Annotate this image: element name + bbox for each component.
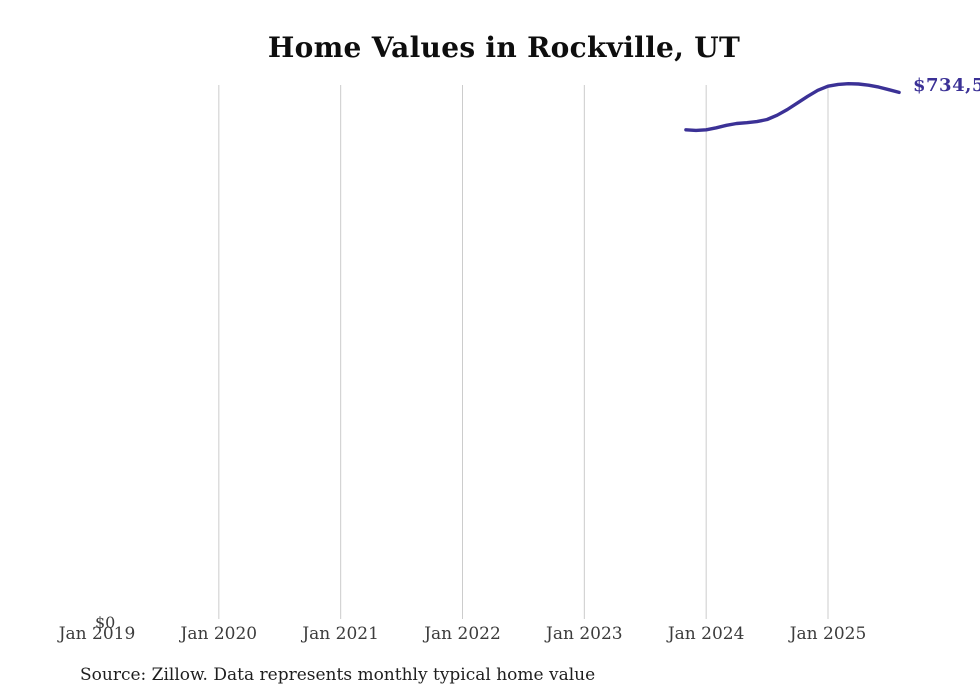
chart-title: Home Values in Rockville, UT [267,31,741,64]
home-value-line [684,81,901,133]
end-value-label: $734,544 [913,75,980,96]
y-axis-zero-label: $0 [95,613,116,632]
source-note: Source: Zillow. Data represents monthly … [80,665,596,685]
